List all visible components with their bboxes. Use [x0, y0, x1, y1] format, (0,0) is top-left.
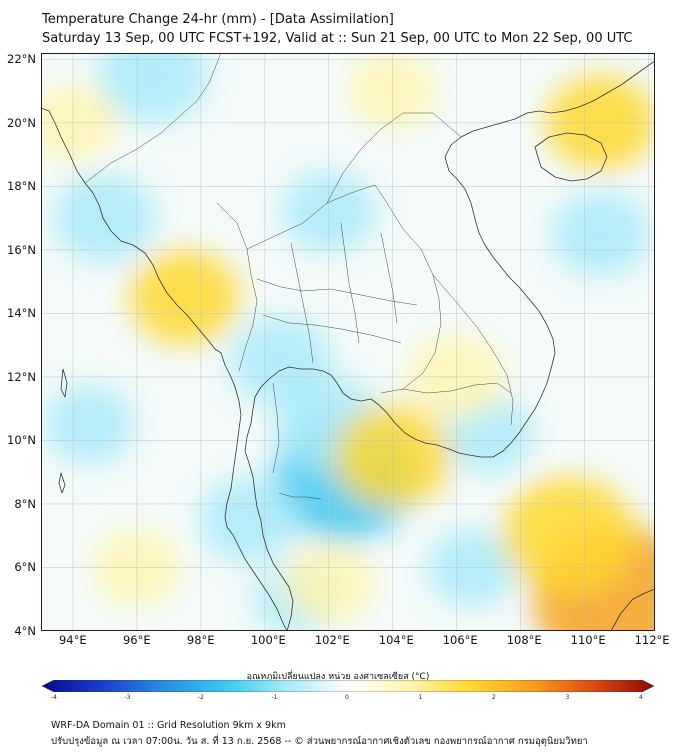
anomaly-blob	[130, 249, 240, 346]
cb-tick: -2	[198, 694, 204, 701]
lat-label-10: 10°N	[7, 433, 36, 448]
lat-label-6: 6°N	[14, 560, 36, 575]
cb-tick: -4	[51, 694, 57, 701]
lat-label-18: 18°N	[7, 179, 36, 194]
lon-label-110: 110°E	[570, 633, 606, 647]
cb-tick: -1	[271, 694, 278, 701]
cb-tick: 0	[345, 694, 349, 701]
province-line-5	[380, 232, 398, 324]
andaman-island-south	[58, 472, 66, 494]
province-line-6	[272, 382, 280, 474]
lon-label-108: 108°E	[506, 633, 542, 647]
map-frame	[41, 53, 655, 631]
anomaly-blob	[98, 53, 208, 123]
cb-tick: -3	[124, 694, 131, 701]
province-line-2	[262, 314, 402, 344]
lat-label-16: 16°N	[7, 242, 36, 257]
lat-label-14: 14°N	[7, 306, 36, 321]
cb-tick: 4	[639, 694, 643, 701]
cb-tick: 1	[418, 694, 423, 701]
footer-model-info: WRF-DA Domain 01 :: Grid Resolution 9km …	[51, 720, 286, 731]
eastern-coastline	[244, 60, 655, 631]
lat-label-22: 22°N	[7, 52, 36, 67]
border-cambodia-north	[402, 382, 512, 394]
lat-label-4: 4°N	[14, 624, 36, 638]
lon-label-112: 112°E	[634, 633, 670, 647]
lon-label-104: 104°E	[378, 633, 414, 647]
border-laos-vietnam	[432, 274, 514, 426]
footer-update-info: ปรับปรุงข้อมูล ณ เวลา 07:00น. วัน ส. ที่…	[51, 736, 588, 747]
colorbar	[42, 680, 654, 692]
border-thailand-malaysia	[278, 492, 322, 500]
lat-label-12: 12°N	[7, 369, 36, 384]
province-line-1	[256, 278, 418, 306]
chart-title: Temperature Change 24-hr (mm) - [Data As…	[42, 12, 394, 27]
lon-label-100: 100°E	[250, 633, 286, 647]
cb-tick: 2	[492, 694, 496, 701]
western-coastline	[41, 107, 288, 631]
lon-label-102: 102°E	[314, 633, 350, 647]
lon-label-98: 98°E	[186, 633, 215, 647]
lat-label-20: 20°N	[7, 115, 36, 130]
lon-label-96: 96°E	[122, 633, 151, 647]
coastlines	[41, 60, 655, 631]
cb-tick: 3	[565, 694, 570, 701]
province-line-4	[340, 222, 360, 344]
lon-label-94: 94°E	[58, 633, 87, 647]
border-myanmar-north	[84, 53, 222, 184]
hainan-island	[534, 132, 608, 182]
heatmap-map	[41, 53, 655, 631]
anomaly-blob	[200, 477, 298, 563]
province-line-3	[290, 242, 314, 364]
border-laos-china	[326, 112, 462, 204]
borneo-coast	[610, 588, 655, 631]
anomaly-field	[41, 53, 655, 631]
border-thailand-laos	[246, 184, 442, 394]
grid-lines	[41, 53, 655, 631]
border-myanmar-thailand	[216, 202, 258, 372]
anomaly-blob	[44, 385, 134, 464]
lon-label-106: 106°E	[442, 633, 478, 647]
anomaly-blob	[552, 191, 650, 277]
lat-label-8: 8°N	[14, 496, 36, 511]
anomaly-blob	[501, 477, 636, 595]
andaman-island-north	[60, 368, 68, 398]
chart-subtitle: Saturday 13 Sep, 00 UTC FCST+192, Valid …	[42, 31, 633, 46]
borders	[84, 53, 514, 500]
colorbar-title: อุณหภูมิเปลี่ยนแปลง หน่วย องศาเซลเซียส (…	[246, 672, 430, 682]
colorbar-bar	[42, 680, 654, 692]
anomaly-blob	[54, 174, 156, 263]
anomaly-blob	[230, 317, 332, 406]
